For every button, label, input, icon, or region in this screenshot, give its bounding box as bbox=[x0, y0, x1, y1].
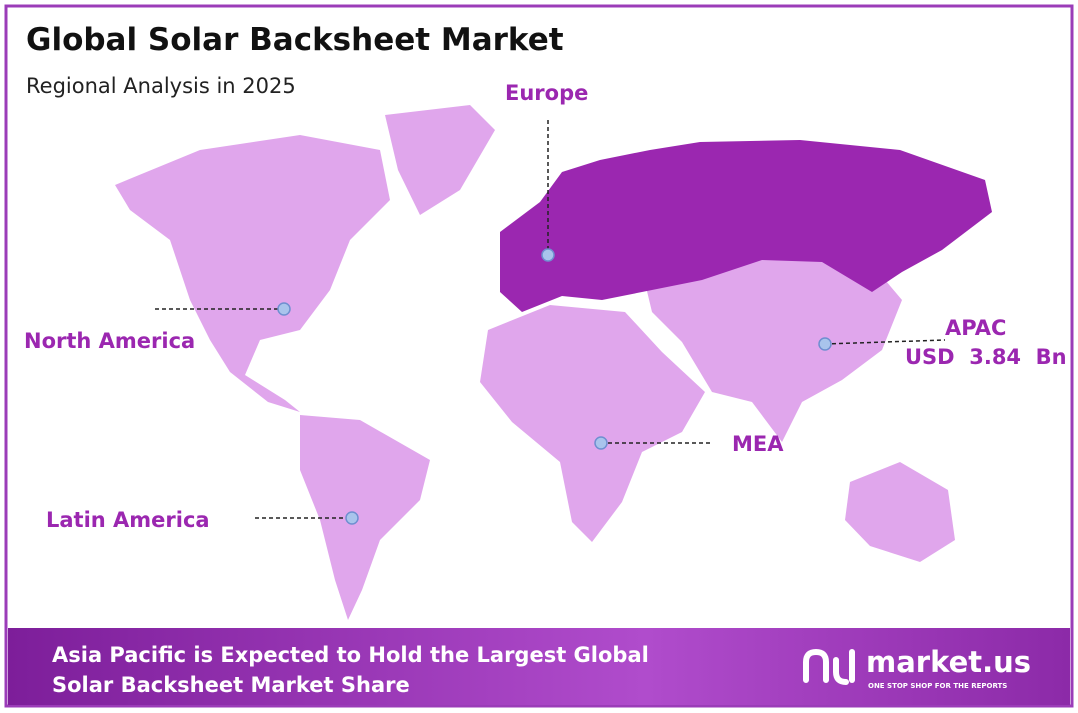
marker bbox=[345, 511, 359, 525]
leader-line bbox=[824, 339, 946, 345]
marker bbox=[277, 302, 291, 316]
leaders bbox=[155, 120, 946, 519]
europe-russia bbox=[500, 140, 992, 312]
marker bbox=[594, 436, 608, 450]
region-value: USD 3.84 Bn bbox=[905, 345, 1067, 369]
region-label: MEA bbox=[732, 432, 784, 456]
title: Global Solar Backsheet Market bbox=[26, 22, 564, 58]
marker bbox=[818, 337, 832, 351]
map bbox=[115, 105, 992, 620]
region-label: Europe bbox=[505, 81, 588, 105]
footer-band bbox=[8, 628, 1070, 705]
africa bbox=[480, 305, 705, 542]
footer-text: Asia Pacific is Expected to Hold the Lar… bbox=[52, 643, 649, 667]
asia bbox=[640, 250, 902, 442]
region-label: North America bbox=[24, 329, 195, 353]
logo-text: market.us bbox=[866, 645, 1031, 679]
region-label: Latin America bbox=[46, 508, 210, 532]
region-label: APAC bbox=[945, 316, 1006, 340]
australia bbox=[845, 462, 955, 562]
markers bbox=[277, 248, 832, 525]
subtitle: Regional Analysis in 2025 bbox=[26, 74, 296, 98]
footer-text: Solar Backsheet Market Share bbox=[52, 673, 410, 697]
marker bbox=[541, 248, 555, 262]
logo-icon bbox=[803, 648, 855, 685]
greenland bbox=[385, 105, 495, 215]
south-america bbox=[300, 415, 430, 620]
logo-tagline: ONE STOP SHOP FOR THE REPORTS bbox=[868, 682, 1007, 690]
north-america bbox=[115, 135, 390, 412]
